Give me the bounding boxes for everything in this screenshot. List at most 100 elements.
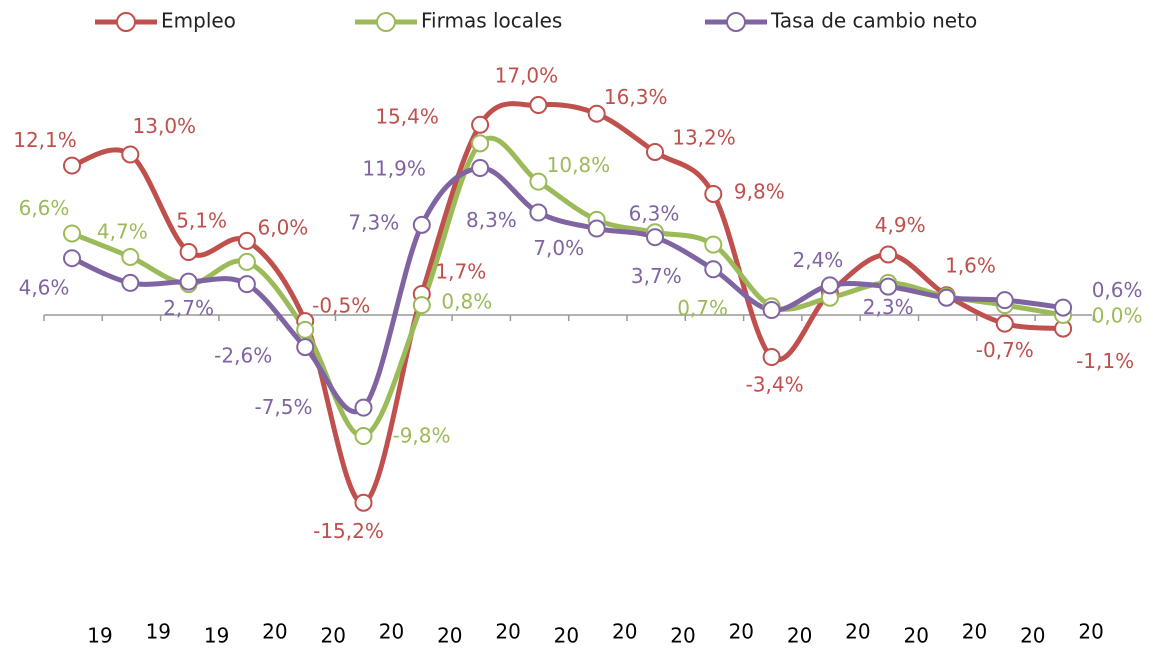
data-point <box>296 320 315 339</box>
data-point <box>646 142 664 161</box>
x-tick-label: 20 <box>787 624 812 648</box>
data-label: 0,0% <box>1092 304 1143 328</box>
data-point <box>121 247 140 266</box>
data-point <box>63 249 81 268</box>
data-point <box>704 235 723 254</box>
data-label: -2,6% <box>214 344 272 368</box>
data-point <box>704 260 723 279</box>
data-label: 15,4% <box>375 104 439 128</box>
data-point <box>879 277 898 296</box>
data-point <box>471 159 490 178</box>
legend-marker <box>376 12 396 32</box>
data-label: -9,8% <box>392 424 450 448</box>
x-tick-label: 19 <box>146 620 171 644</box>
x-tick-label: 20 <box>262 620 287 644</box>
data-label: 2,3% <box>863 295 914 319</box>
data-label: 4,7% <box>97 219 148 243</box>
data-label: 6,0% <box>257 215 308 239</box>
legend-label: Tasa de cambio neto <box>770 9 977 33</box>
data-point <box>354 427 373 446</box>
data-label: 9,8% <box>734 179 785 203</box>
data-label: 6,6% <box>19 196 70 220</box>
data-label: 0,8% <box>441 290 492 314</box>
data-point <box>704 184 723 203</box>
data-label: 11,9% <box>362 157 426 181</box>
data-point <box>63 224 81 243</box>
data-label: -7,5% <box>254 395 312 419</box>
data-label: -3,4% <box>746 372 804 396</box>
legend-marker <box>116 12 136 32</box>
data-label: -1,1% <box>1076 349 1134 373</box>
data-point <box>296 338 315 357</box>
data-point <box>471 134 490 153</box>
data-point <box>354 493 373 512</box>
data-label: 12,1% <box>13 128 77 152</box>
data-label: -0,7% <box>976 338 1034 362</box>
data-point <box>879 245 898 264</box>
data-point <box>762 347 781 366</box>
data-point <box>179 243 198 262</box>
data-label: -0,5% <box>312 294 370 318</box>
x-tick-label: 20 <box>320 624 345 648</box>
data-label: 8,3% <box>466 208 517 232</box>
x-tick-label: 19 <box>204 624 229 648</box>
legend-label: Firmas locales <box>421 9 562 33</box>
x-tick-label: 20 <box>1020 624 1045 648</box>
data-point <box>762 301 781 320</box>
series-line <box>71 135 1064 439</box>
x-tick-label: 20 <box>379 620 404 644</box>
data-label: 4,6% <box>19 276 70 300</box>
data-label: 7,0% <box>533 236 584 260</box>
data-point <box>412 296 431 315</box>
x-tick-label: 20 <box>903 624 928 648</box>
data-point <box>1054 298 1073 317</box>
x-tick-label: 19 <box>87 624 112 648</box>
x-tick-label: 20 <box>845 620 870 644</box>
data-point <box>529 96 548 115</box>
data-point <box>587 219 606 238</box>
data-label: 0,6% <box>1092 278 1143 302</box>
data-label: 2,7% <box>163 296 214 320</box>
data-point <box>121 145 140 164</box>
x-tick-label: 20 <box>962 620 987 644</box>
data-point <box>121 273 140 292</box>
data-point <box>820 276 839 295</box>
data-label: 17,0% <box>495 64 559 88</box>
data-point <box>471 115 490 134</box>
x-tick-label: 20 <box>729 620 754 644</box>
x-tick-label: 20 <box>437 624 462 648</box>
data-label: 10,8% <box>547 153 611 177</box>
data-label: 16,3% <box>604 85 668 109</box>
data-label: -15,2% <box>313 519 384 543</box>
legend-label: Empleo <box>161 9 236 33</box>
data-point <box>995 314 1014 333</box>
data-point <box>237 252 256 271</box>
x-tick-label: 20 <box>495 620 520 644</box>
data-label: 4,9% <box>875 213 926 237</box>
data-point <box>646 228 664 247</box>
data-point <box>412 215 431 234</box>
data-point <box>529 203 548 222</box>
data-point <box>237 231 256 250</box>
data-label: 13,0% <box>133 114 197 138</box>
data-point <box>179 272 198 291</box>
data-point <box>995 291 1014 310</box>
data-point <box>937 288 956 307</box>
data-point <box>63 156 81 175</box>
x-tick-label: 20 <box>1078 620 1103 644</box>
data-label: 6,3% <box>629 202 680 226</box>
data-label: 7,3% <box>348 210 399 234</box>
data-label: 3,7% <box>631 264 682 288</box>
data-point <box>237 275 256 294</box>
data-point <box>354 398 373 417</box>
data-label: 0,7% <box>677 296 728 320</box>
data-label: 1,6% <box>945 254 996 278</box>
data-point <box>529 172 548 191</box>
data-label: 1,7% <box>435 260 486 284</box>
data-label: 13,2% <box>672 125 736 149</box>
x-tick-label: 20 <box>670 624 695 648</box>
data-label: 5,1% <box>176 209 227 233</box>
x-tick-label: 20 <box>612 620 637 644</box>
data-point <box>587 104 606 123</box>
